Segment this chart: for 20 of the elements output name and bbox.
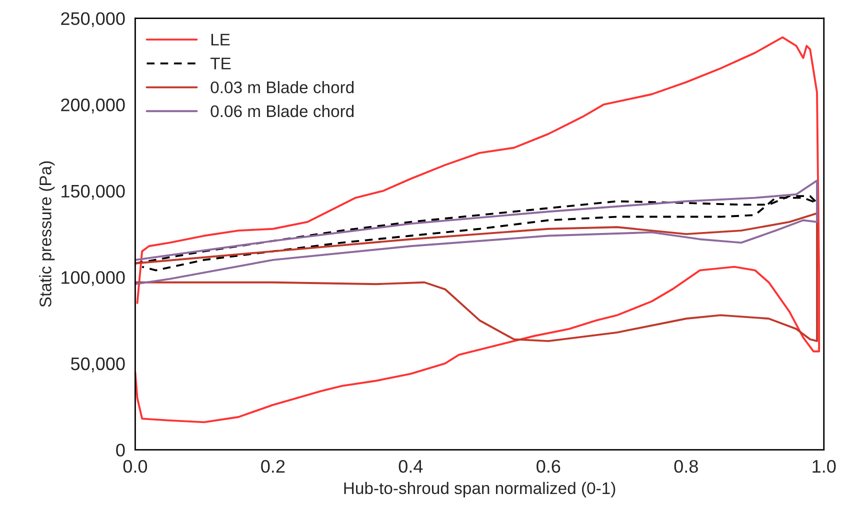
y-tick-label: 200,000 (61, 98, 125, 114)
y-tick-label: 50,000 (70, 357, 125, 372)
y-tick-label: 0 (116, 444, 125, 456)
legend-label: LE (211, 34, 230, 46)
x-tick-label: 1.0 (812, 460, 836, 473)
x-tick-label: 0.2 (261, 460, 285, 473)
legend-label: 0.03 m Blade chord (210, 81, 354, 94)
y-tick-label: 250,000 (61, 12, 125, 28)
legend-label: 0.06 m Blade chord (210, 104, 354, 118)
x-tick-label: 0.0 (123, 460, 148, 473)
legend-label: TE (210, 58, 231, 70)
y-axis-title: Static pressure (Pa) (39, 161, 55, 307)
x-tick-label: 0.4 (398, 460, 423, 473)
x-axis-title: Hub-to-shroud span normalized (0-1) (344, 482, 616, 498)
line-series (135, 212, 818, 342)
y-tick-label: 100,000 (62, 271, 125, 286)
x-tick-label: 0.6 (536, 460, 560, 473)
line-series (135, 180, 818, 286)
x-tick-label: 0.8 (674, 460, 698, 473)
y-tick-label: 150,000 (62, 184, 125, 200)
